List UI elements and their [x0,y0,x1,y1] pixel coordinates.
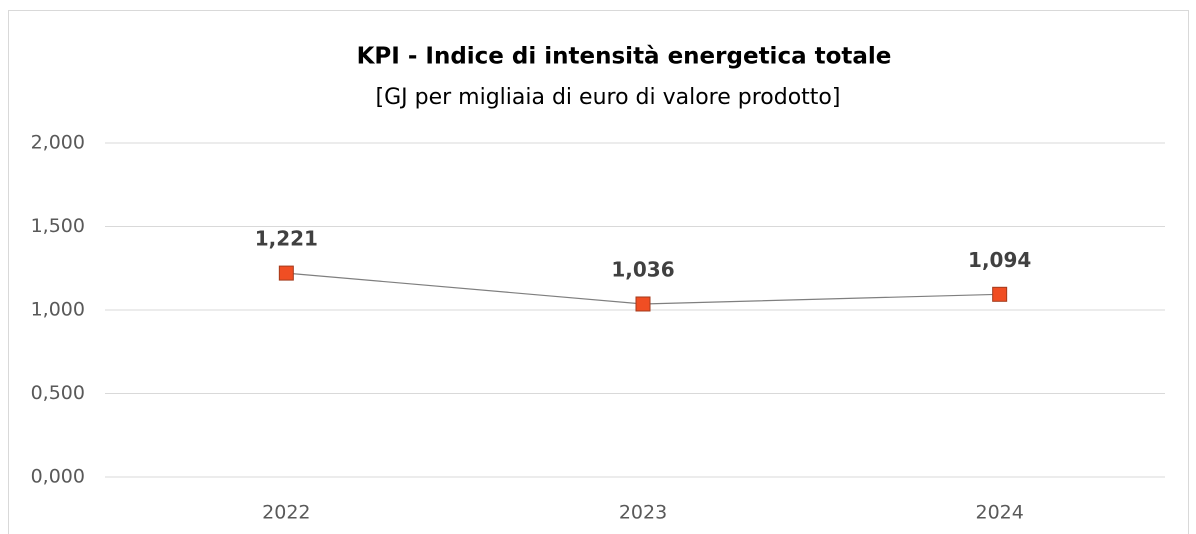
y-tick-label: 1,500 [31,215,85,237]
y-tick-label: 1,000 [31,299,85,321]
x-tick-label: 2024 [975,502,1023,524]
marker [278,265,294,281]
chart-border [8,10,1189,534]
chart-title: KPI - Indice di intensità energetica tot… [357,44,892,70]
value-label: 1,036 [611,257,674,281]
y-tick-label: 0,500 [31,382,85,404]
x-tick-label: 2022 [262,502,310,524]
marker [992,286,1008,302]
marker [635,296,651,312]
value-label: 1,221 [255,227,318,251]
x-tick-label: 2023 [619,502,667,524]
y-tick-label: 2,000 [31,132,85,154]
value-label: 1,094 [968,248,1031,272]
y-tick-label: 0,000 [31,466,85,488]
chart-subtitle: [GJ per migliaia di euro di valore prodo… [376,85,841,110]
